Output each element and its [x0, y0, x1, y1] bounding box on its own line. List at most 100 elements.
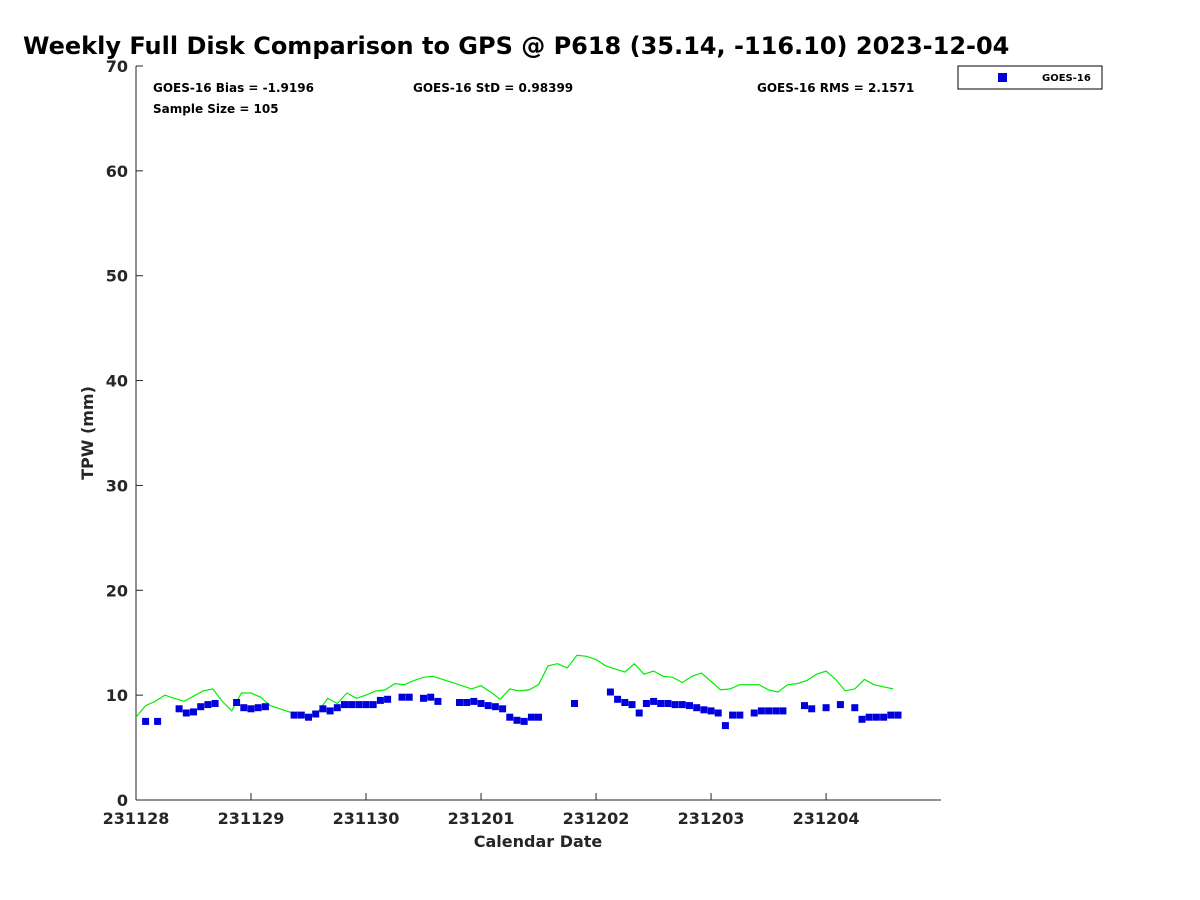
goes16-point: [621, 699, 629, 706]
goes16-point: [887, 711, 895, 719]
goes16-point: [333, 704, 341, 712]
x-tick-label: 231202: [563, 809, 630, 828]
stat-rms: GOES-16 RMS = 2.1571: [757, 81, 914, 95]
goes16-point: [211, 700, 219, 707]
goes16-point: [606, 688, 614, 696]
goes16-point: [872, 713, 880, 721]
goes16-point: [721, 722, 729, 730]
goes16-point: [312, 710, 320, 718]
goes16-point: [628, 701, 636, 709]
goes16-point: [614, 695, 622, 703]
goes16-point: [765, 707, 773, 715]
x-tick-label: 231201: [448, 809, 515, 828]
goes16-point: [736, 711, 744, 719]
goes16-point: [693, 704, 701, 712]
goes16-point: [678, 701, 686, 709]
goes16-point: [686, 702, 693, 710]
goes16-point: [477, 700, 485, 707]
goes16-point: [865, 713, 873, 721]
y-tick-label: 10: [106, 686, 128, 705]
goes16-point: [707, 707, 715, 715]
goes16-point: [851, 704, 859, 712]
goes16-point: [642, 700, 650, 707]
goes16-point: [190, 708, 197, 716]
goes16-point: [326, 707, 334, 715]
goes16-point: [880, 713, 888, 721]
goes16-point: [484, 702, 492, 710]
goes16-point: [750, 709, 758, 717]
goes16-point: [491, 703, 499, 711]
goes16-point: [240, 704, 248, 712]
goes16-point: [297, 711, 305, 719]
goes16-point: [700, 706, 708, 714]
goes16-point: [233, 699, 241, 706]
goes16-point: [355, 701, 363, 709]
goes16-point: [154, 717, 162, 725]
goes16-point: [535, 713, 542, 721]
chart-title: Weekly Full Disk Comparison to GPS @ P61…: [23, 32, 1009, 60]
legend-box: [957, 65, 1103, 90]
goes16-point: [204, 701, 212, 709]
goes16-point: [729, 711, 737, 719]
goes16-point: [175, 705, 183, 713]
goes16-point: [463, 699, 471, 706]
goes16-point: [836, 701, 844, 709]
goes16-point: [420, 694, 427, 702]
y-tick-label: 0: [117, 791, 128, 810]
goes16-point: [527, 713, 535, 721]
y-tick-label: 60: [106, 162, 128, 181]
goes16-point: [664, 700, 672, 707]
goes16-point: [197, 703, 205, 711]
goes16-point: [305, 713, 312, 721]
x-tick-label: 231130: [333, 809, 400, 828]
goes16-point: [520, 717, 528, 725]
stat-std: GOES-16 StD = 0.98399: [413, 81, 573, 95]
stats-block: GOES-16 Bias = -1.9196 GOES-16 StD = 0.9…: [153, 81, 914, 116]
goes16-point: [142, 717, 150, 725]
goes16-point: [434, 697, 442, 705]
goes16-point: [506, 713, 514, 721]
goes16-point: [362, 701, 370, 709]
goes16-point: [772, 707, 780, 715]
goes16-point: [714, 709, 722, 717]
goes16-point: [290, 711, 298, 719]
y-tick-label: 30: [106, 476, 128, 495]
y-axis-label: TPW (mm): [78, 386, 97, 480]
stat-bias: GOES-16 Bias = -1.9196: [153, 81, 314, 95]
goes16-point: [470, 697, 478, 705]
gps-tpw-line: [135, 654, 894, 718]
x-tick-label: 231129: [218, 809, 285, 828]
goes16-point: [894, 711, 902, 719]
goes16-point: [348, 701, 356, 709]
x-tick-label: 231128: [103, 809, 170, 828]
y-tick-label: 70: [106, 57, 128, 76]
goes16-point: [427, 693, 435, 701]
goes16-point: [376, 696, 384, 704]
goes16-point: [671, 701, 679, 709]
legend: GOES-16: [957, 65, 1103, 90]
goes16-point: [369, 701, 377, 709]
goes16-point: [456, 699, 463, 706]
goes16-point: [319, 705, 327, 713]
goes16-point: [571, 700, 578, 707]
goes16-point: [657, 700, 665, 707]
legend-label: GOES-16: [1042, 73, 1091, 84]
x-axis-label: Calendar Date: [474, 832, 603, 851]
y-tick-label: 50: [106, 267, 128, 286]
goes16-point: [261, 703, 269, 711]
x-tick-label: 231204: [793, 809, 860, 828]
goes16-point: [635, 709, 643, 717]
goes16-point: [405, 693, 413, 701]
goes16-point: [384, 695, 392, 703]
goes16-point: [499, 705, 507, 713]
goes16-point: [779, 707, 787, 715]
stat-sample-size: Sample Size = 105: [153, 102, 279, 116]
goes16-point: [808, 705, 816, 713]
goes16-point: [757, 707, 765, 715]
x-tick-label: 231203: [678, 809, 745, 828]
goes16-point: [247, 705, 255, 713]
y-tick-label: 40: [106, 372, 128, 391]
goes16-point: [858, 715, 866, 723]
goes16-point: [341, 701, 348, 709]
